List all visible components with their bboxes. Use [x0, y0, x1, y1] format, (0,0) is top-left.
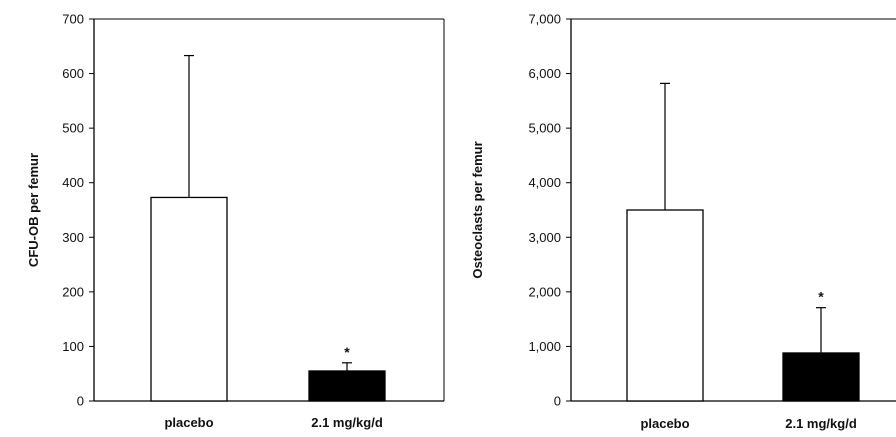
panel1-bar-treatment	[308, 370, 386, 402]
panel1-y-tick-label: 700	[62, 12, 84, 27]
panel2-y-tick-label: 6,000	[528, 66, 561, 81]
panel2-y-axis-label: Osteoclasts per femur	[470, 141, 485, 278]
panel1-category-label: placebo	[164, 415, 213, 430]
panel1-bar-placebo	[150, 196, 228, 402]
panel2-y-tick-label: 0	[554, 394, 561, 409]
panel1-y-tick-label: 100	[62, 339, 84, 354]
panel1-y-tick-label: 500	[62, 121, 84, 136]
panel1-y-tick-label: 200	[62, 284, 84, 299]
panel1-category-label: 2.1 mg/kg/d	[311, 415, 383, 430]
panel2-y-tick-label: 1,000	[528, 339, 561, 354]
panel2-y-tick-label: 7,000	[528, 12, 561, 27]
panel2-y-tick-label: 4,000	[528, 175, 561, 190]
panel1-y-tick-label: 400	[62, 175, 84, 190]
panel2-y-tick-label: 2,000	[528, 284, 561, 299]
panel2-category-label: 2.1 mg/kg/d	[785, 416, 857, 431]
panel1-y-tick-label: 300	[62, 230, 84, 245]
panel1-y-axis-label: CFU-OB per femur	[26, 153, 41, 267]
panel1-significance-marker: *	[344, 344, 350, 360]
panel2-significance-marker: *	[818, 289, 824, 305]
panel1-y-tick-label: 600	[62, 66, 84, 81]
panel2-category-label: placebo	[640, 416, 689, 431]
panel2-y-tick-label: 3,000	[528, 230, 561, 245]
panel2-bar-treatment	[782, 352, 860, 402]
panel2-bar-placebo	[626, 209, 704, 402]
panel2-y-tick-label: 5,000	[528, 121, 561, 136]
panel1-y-tick-label: 0	[77, 394, 84, 409]
